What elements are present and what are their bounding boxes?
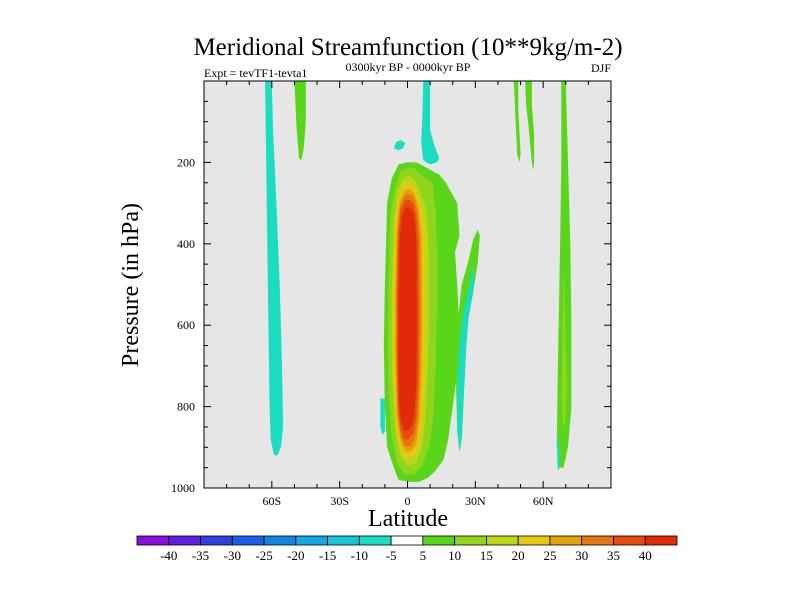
colorbar-swatch [549,535,583,546]
colorbar-label: 40 [639,548,652,563]
colorbar-label: -20 [287,548,304,563]
colorbar-swatch [358,535,392,546]
season-label: DJF [591,61,611,75]
x-axis-label: Latitude [368,506,448,532]
colorbar-label: -35 [192,548,209,563]
colorbar-label: -25 [255,548,272,563]
colorbar-label: 15 [480,548,493,563]
colorbar-label: 5 [420,548,427,563]
contour-region-14 [457,264,475,452]
y-tick-label: 200 [177,155,195,169]
colorbar-swatch [136,535,170,546]
colorbar-label: 35 [607,548,620,563]
colorbar-label: -40 [160,548,177,563]
colorbar-swatch [200,535,233,546]
colorbar-label: -15 [319,548,336,563]
y-axis-label: Pressure (in hPa) [118,203,144,367]
colorbar-swatch [486,535,519,546]
contour-layer [265,81,572,482]
contour-region-19 [557,435,560,470]
colorbar-label: -5 [386,548,397,563]
colorbar-label: -10 [351,548,368,563]
x-tick-label: 60N [533,494,554,508]
contour-region-2 [421,81,440,165]
colorbar-swatch [295,535,328,546]
y-tick-label: 600 [177,318,195,332]
colorbar: -40 -35 -30 -25 -20 -15 -10 -5 5 10 15 20 25 30 35 40 [136,535,678,563]
y-tick-label: 800 [177,400,195,414]
chart-subtitle: 0300kyr BP - 0000kyr BP [346,60,471,74]
colorbar-swatch [644,535,678,546]
chart-title: Meridional Streamfunction (10**9kg/m-2) [193,34,622,61]
y-tick-label: 400 [177,237,195,251]
colorbar-swatch [168,535,201,546]
x-tick-label: 30S [330,494,349,508]
colorbar-label: 10 [448,548,461,563]
colorbar-label: -30 [224,548,241,563]
x-tick-label: 0 [405,494,411,508]
contour-region-17 [556,81,572,468]
colorbar-swatch [263,535,297,546]
colorbar-swatch [581,535,614,546]
axis-layer: 60S 30S 0 30N 60N 200 400 600 800 1000 [171,81,611,508]
colorbar-swatch [327,535,360,546]
colorbar-swatch [613,535,646,546]
colorbar-label: 30 [575,548,588,563]
x-tick-label: 60S [262,494,281,508]
contour-region-4 [380,398,385,436]
contour-region-0 [265,81,284,456]
contour-region-1 [294,81,306,161]
contour-region-12 [398,207,417,431]
colorbar-label: 20 [512,548,525,563]
colorbar-label: 25 [543,548,556,563]
contour-region-3 [393,140,406,151]
x-tick-label: 30N [465,494,486,508]
colorbar-swatch [517,535,551,546]
contour-region-15 [513,81,521,163]
colorbar-swatch [454,535,487,546]
experiment-label: Expt = tevTF1-tevta1 [204,66,307,80]
y-tick-label: 1000 [171,481,195,495]
colorbar-swatch [422,535,456,546]
colorbar-swatch [390,535,424,546]
contour-region-18 [561,264,567,431]
colorbar-swatch [231,535,265,546]
contour-region-16 [525,81,535,171]
